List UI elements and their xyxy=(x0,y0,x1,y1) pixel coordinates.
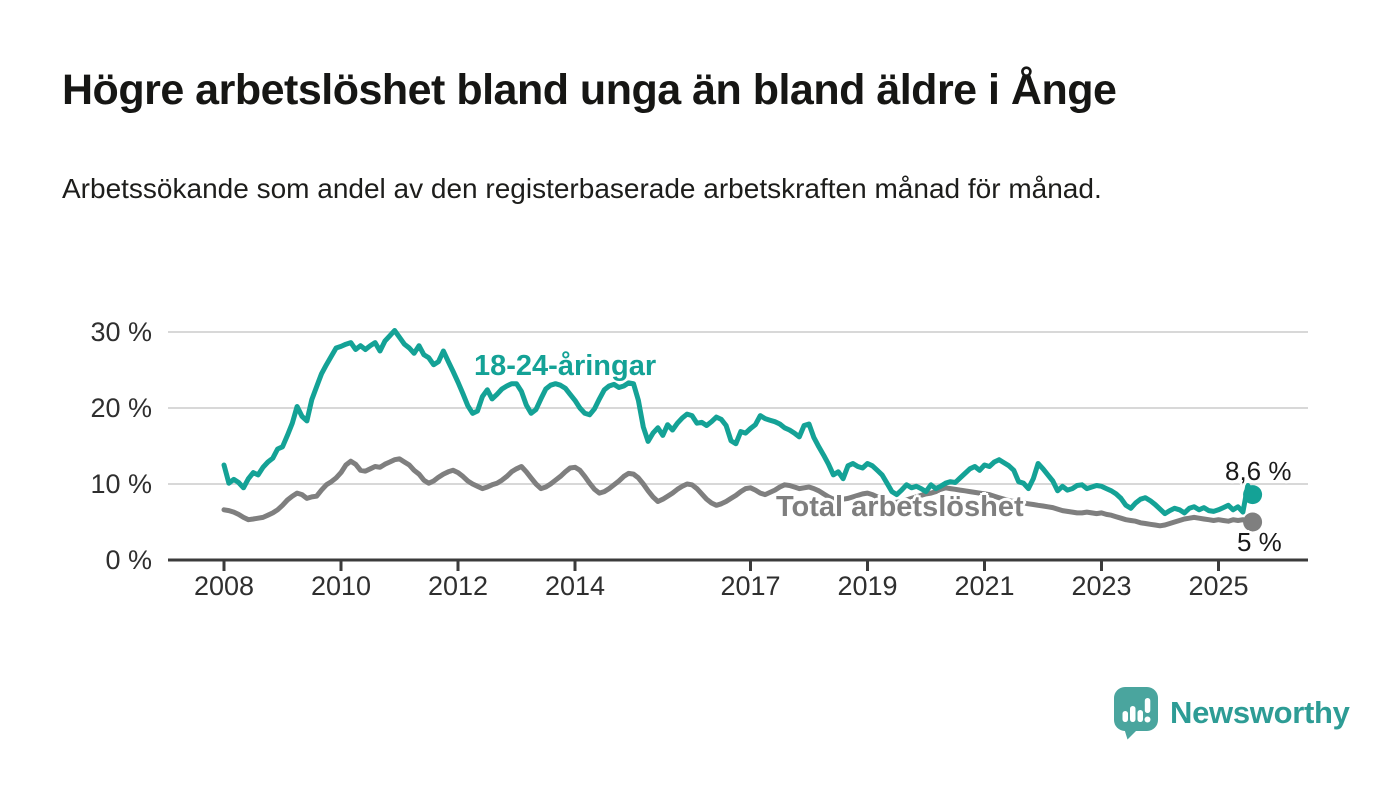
x-tick-label: 2010 xyxy=(310,571,372,601)
x-tick-label: 2012 xyxy=(427,571,489,601)
series-end-dot-total xyxy=(1243,512,1263,532)
series-end-dot-youth xyxy=(1243,485,1263,505)
series-line-youth xyxy=(221,328,1256,517)
y-tick-label: 10 % xyxy=(90,469,152,499)
x-axis-tick-marks xyxy=(222,560,1220,571)
x-tick-label: 2017 xyxy=(720,571,781,601)
x-tick-label: 2023 xyxy=(1071,571,1132,601)
newsworthy-logo: Newsworthy xyxy=(1113,686,1350,740)
end-value-label-youth: 8,6 % xyxy=(1225,456,1292,486)
x-tick-label: 2014 xyxy=(544,571,606,601)
gridlines xyxy=(168,331,1308,485)
x-tick-label: 2021 xyxy=(954,571,1015,601)
end-value-label-total: 5 % xyxy=(1237,527,1282,557)
series-line-total xyxy=(221,456,1256,529)
y-tick-label: 0 % xyxy=(105,545,152,575)
y-tick-label: 20 % xyxy=(90,393,152,423)
x-tick-label: 2025 xyxy=(1188,571,1249,601)
x-tick-label: 2008 xyxy=(193,571,255,601)
x-tick-label: 2019 xyxy=(837,571,898,601)
chart-subtitle: Arbetssökande som andel av den registerb… xyxy=(62,173,1102,204)
newsworthy-wordmark: Newsworthy xyxy=(1170,695,1350,730)
y-tick-label: 30 % xyxy=(90,317,152,347)
series-label-total: Total arbetslöshet xyxy=(776,491,1024,523)
page-title: Högre arbetslöshet bland unga än bland ä… xyxy=(62,66,1117,114)
bar-chart-speech-bubble-icon xyxy=(1114,687,1158,740)
series-label-youth: 18-24-åringar xyxy=(474,350,657,382)
